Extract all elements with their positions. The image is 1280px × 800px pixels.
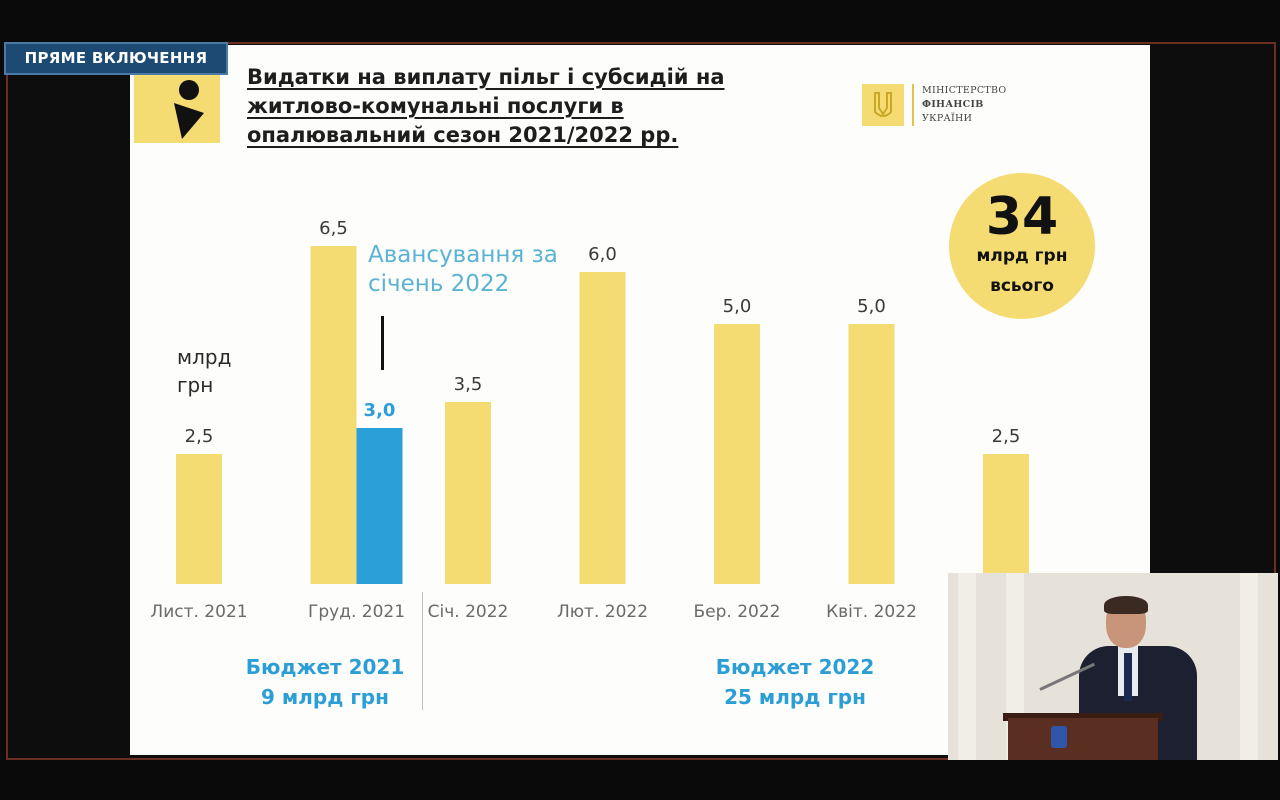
budget-group-separator bbox=[422, 592, 423, 710]
x-axis-tick-label: Квіт. 2022 bbox=[826, 602, 917, 622]
ministry-line-3: УКРАЇНИ bbox=[922, 113, 973, 124]
budget-2022-title: Бюджет 2022 bbox=[715, 655, 875, 679]
ministry-name: МІНІСТЕРСТВО ФІНАНСІВ УКРАЇНИ bbox=[922, 84, 1032, 126]
bar-value-label: 5,0 bbox=[857, 296, 886, 317]
bar-main bbox=[445, 402, 491, 584]
budget-2022-label: Бюджет 2022 25 млрд грн bbox=[690, 652, 900, 712]
bar-value-label: 2,5 bbox=[185, 426, 214, 447]
podium bbox=[1008, 718, 1158, 760]
x-axis-tick-label: Груд. 2021 bbox=[308, 602, 405, 622]
budget-2021-title: Бюджет 2021 bbox=[245, 655, 405, 679]
bar-value-label: 5,0 bbox=[723, 296, 752, 317]
bar-main bbox=[714, 324, 760, 584]
speaker-tie bbox=[1124, 653, 1132, 701]
bar-main bbox=[983, 454, 1029, 584]
bar-value-label: 2,5 bbox=[992, 426, 1021, 447]
brand-logo bbox=[134, 75, 220, 143]
ministry-emblem-icon bbox=[862, 84, 904, 126]
bar-advance bbox=[356, 428, 403, 584]
total-amount-circle: 34 млрд грн всього bbox=[949, 173, 1095, 319]
bar-main bbox=[848, 324, 895, 584]
bar-main bbox=[176, 454, 222, 584]
bar-main bbox=[579, 272, 626, 584]
slide-title: Видатки на виплату пільг і субсидій на ж… bbox=[247, 63, 807, 150]
ministry-divider bbox=[912, 84, 914, 126]
bar-main bbox=[310, 246, 357, 584]
speaker-hair bbox=[1104, 596, 1148, 614]
wall-column bbox=[958, 573, 976, 760]
brand-logo-icon bbox=[174, 80, 204, 139]
budget-2021-label: Бюджет 2021 9 млрд грн bbox=[220, 652, 430, 712]
wall-column bbox=[1240, 573, 1258, 760]
ministry-line-2: ФІНАНСІВ bbox=[922, 99, 984, 110]
total-amount-suffix: всього bbox=[990, 276, 1054, 296]
x-axis-tick-label: Січ. 2022 bbox=[428, 602, 509, 622]
total-amount-unit: млрд грн bbox=[976, 246, 1068, 266]
bar-value-label: 6,0 bbox=[588, 244, 617, 265]
speaker-video-overlay bbox=[948, 573, 1278, 760]
bar-value-label: 6,5 bbox=[319, 218, 348, 239]
live-broadcast-badge: ПРЯМЕ ВКЛЮЧЕННЯ bbox=[4, 42, 228, 75]
x-axis-tick-label: Лют. 2022 bbox=[557, 602, 648, 622]
x-axis-tick-label: Бер. 2022 bbox=[694, 602, 781, 622]
ministry-line-1: МІНІСТЕРСТВО bbox=[922, 85, 1007, 96]
podium-top bbox=[1003, 713, 1163, 721]
slide-title-text: Видатки на виплату пільг і субсидій на ж… bbox=[247, 65, 725, 147]
y-axis-label: млрд грн bbox=[177, 345, 232, 397]
advance-payment-annotation: Авансування за січень 2022 bbox=[368, 242, 558, 297]
coat-of-arms-icon bbox=[1051, 726, 1067, 748]
bottom-black-bar bbox=[0, 762, 1280, 800]
budget-2021-amount: 9 млрд грн bbox=[261, 685, 389, 709]
budget-2022-amount: 25 млрд грн bbox=[724, 685, 866, 709]
top-black-bar bbox=[0, 0, 1280, 40]
bar-value-label: 3,5 bbox=[454, 374, 483, 395]
total-amount-value: 34 bbox=[985, 187, 1059, 247]
bar-value-label: 3,0 bbox=[364, 400, 396, 421]
annotation-pointer-line bbox=[381, 316, 384, 370]
x-axis-tick-label: Лист. 2021 bbox=[150, 602, 247, 622]
